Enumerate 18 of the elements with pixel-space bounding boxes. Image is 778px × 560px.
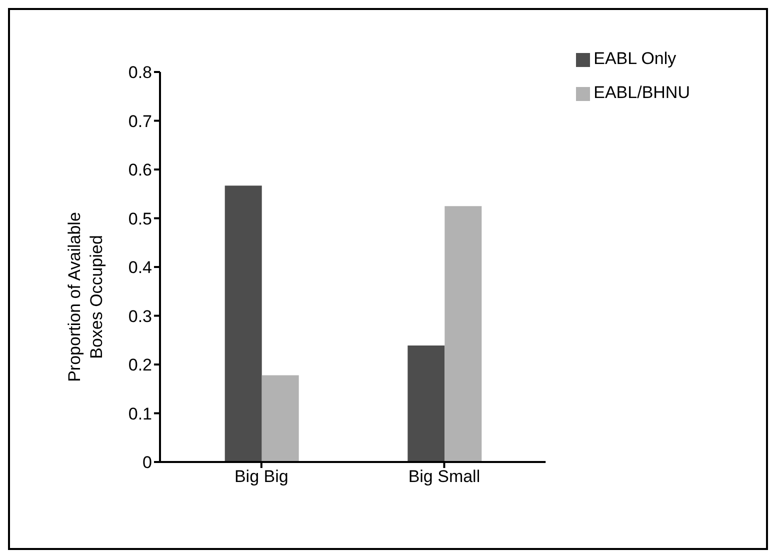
legend-label: EABL/BHNU (594, 83, 690, 102)
y-tick-label: 0 (142, 453, 152, 472)
x-tick-label: Big Small (408, 467, 480, 486)
y-tick-label: 0.4 (128, 258, 152, 278)
legend-label: EABL Only (594, 49, 676, 68)
y-tick-label: 0.1 (128, 404, 152, 424)
bar (408, 345, 445, 462)
y-tick-label: 0.6 (128, 160, 152, 180)
y-axis-title: Proportion of Available Boxes Occupied (65, 212, 106, 382)
x-tick-label: Big Big (234, 467, 288, 486)
y-tick-label: 0.2 (128, 356, 152, 375)
y-tick-label: 0.3 (128, 306, 152, 326)
y-tick-label: 0.5 (128, 209, 152, 228)
y-tick-label: 0.7 (128, 112, 152, 131)
bar (444, 206, 482, 462)
bar (262, 375, 299, 462)
bar (224, 186, 262, 462)
y-tick-label: 0.8 (128, 63, 152, 82)
